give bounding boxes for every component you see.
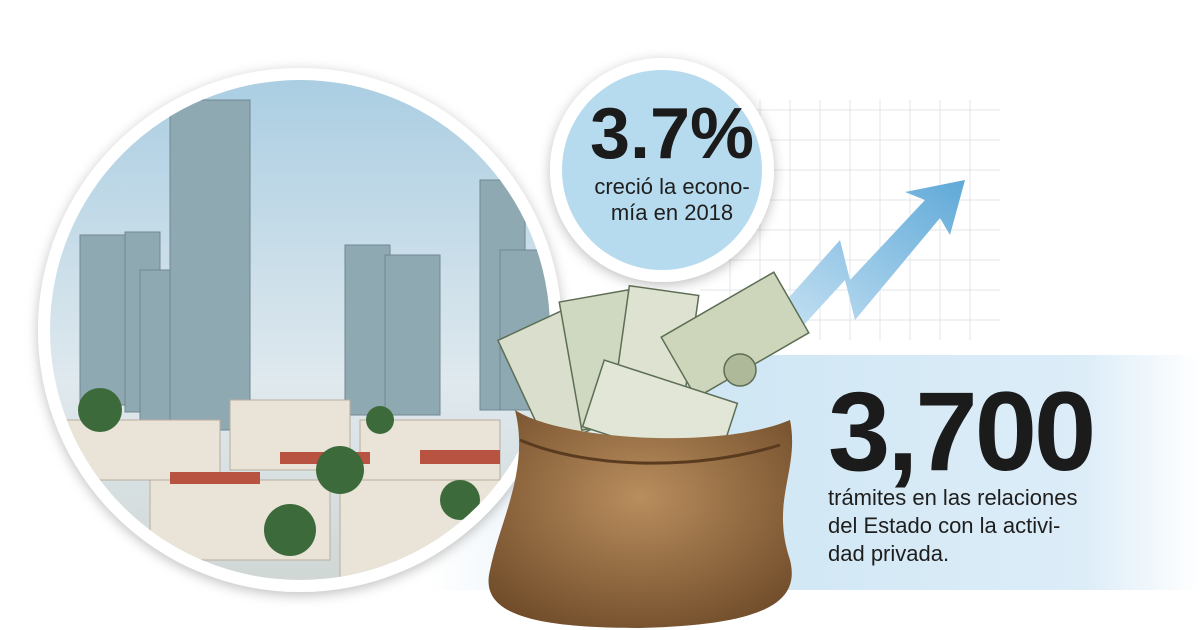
growth-caption: creció la econo-	[594, 174, 749, 199]
procedures-value: 3,700	[828, 369, 1093, 494]
procedures-caption: trámites en las relaciones	[828, 485, 1077, 510]
growth-badge	[550, 58, 774, 282]
growth-arrow	[760, 180, 965, 340]
money-bag	[488, 271, 810, 628]
growth-caption: mía en 2018	[611, 200, 733, 225]
growth-value: 3.7%	[590, 94, 754, 174]
city-photo	[38, 68, 562, 592]
procedures-caption: dad privada.	[828, 541, 949, 566]
procedures-caption: del Estado con la activi-	[828, 513, 1060, 538]
